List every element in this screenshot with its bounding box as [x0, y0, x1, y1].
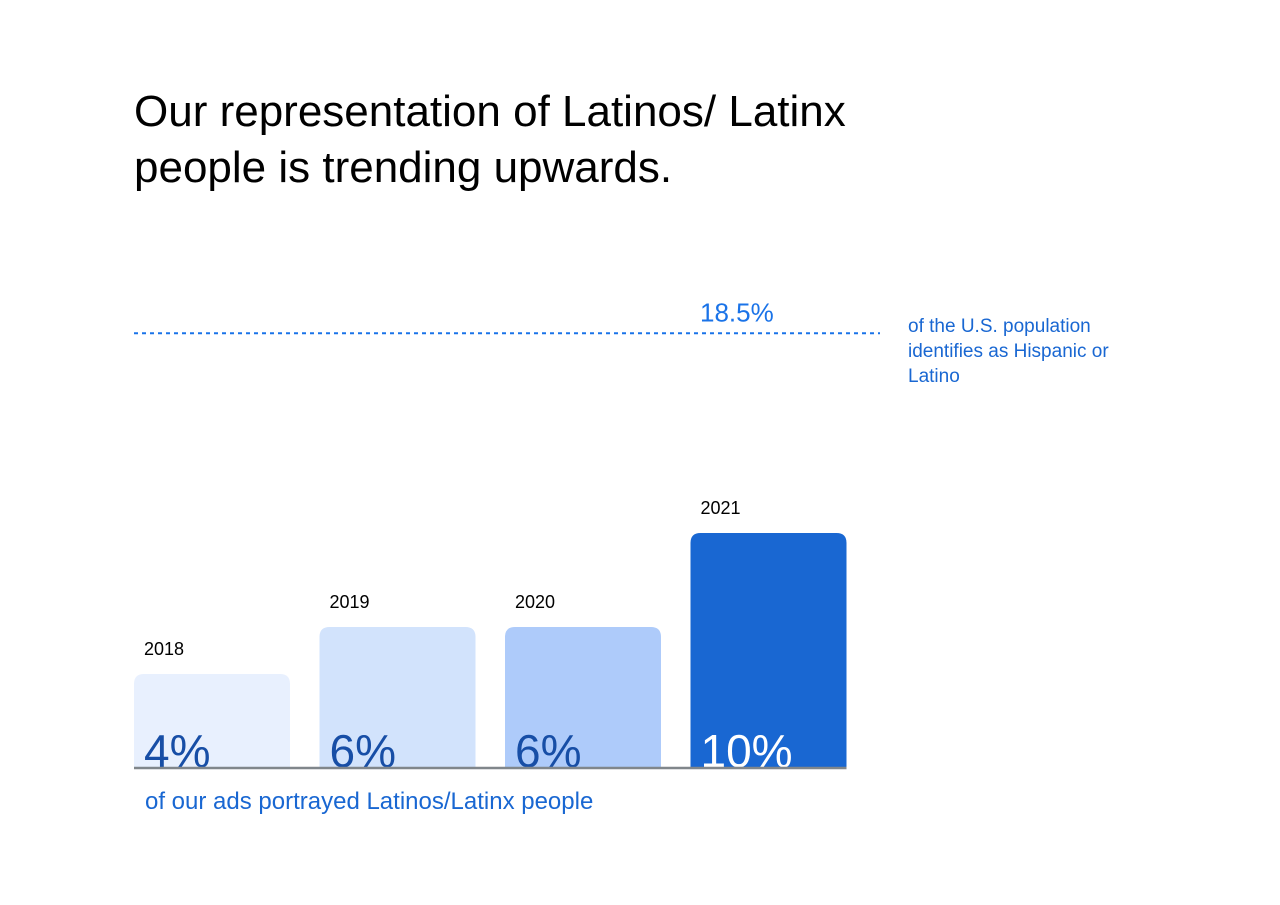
bar: [690, 533, 847, 768]
x-tick-label: 2020: [515, 592, 555, 612]
reference-label: 18.5%: [700, 297, 774, 327]
reference-note: of the U.S. population identifies as His…: [908, 316, 1109, 387]
chart-title: Our representation of Latinos/ Latinx pe…: [134, 87, 846, 192]
x-tick-label: 2021: [701, 498, 741, 518]
x-tick-label: 2019: [330, 592, 370, 612]
caption: of our ads portrayed Latinos/Latinx peop…: [145, 788, 594, 815]
bar: [505, 627, 661, 768]
bar: [319, 627, 476, 768]
x-tick-label: 2018: [144, 639, 184, 659]
bar: [134, 674, 290, 768]
